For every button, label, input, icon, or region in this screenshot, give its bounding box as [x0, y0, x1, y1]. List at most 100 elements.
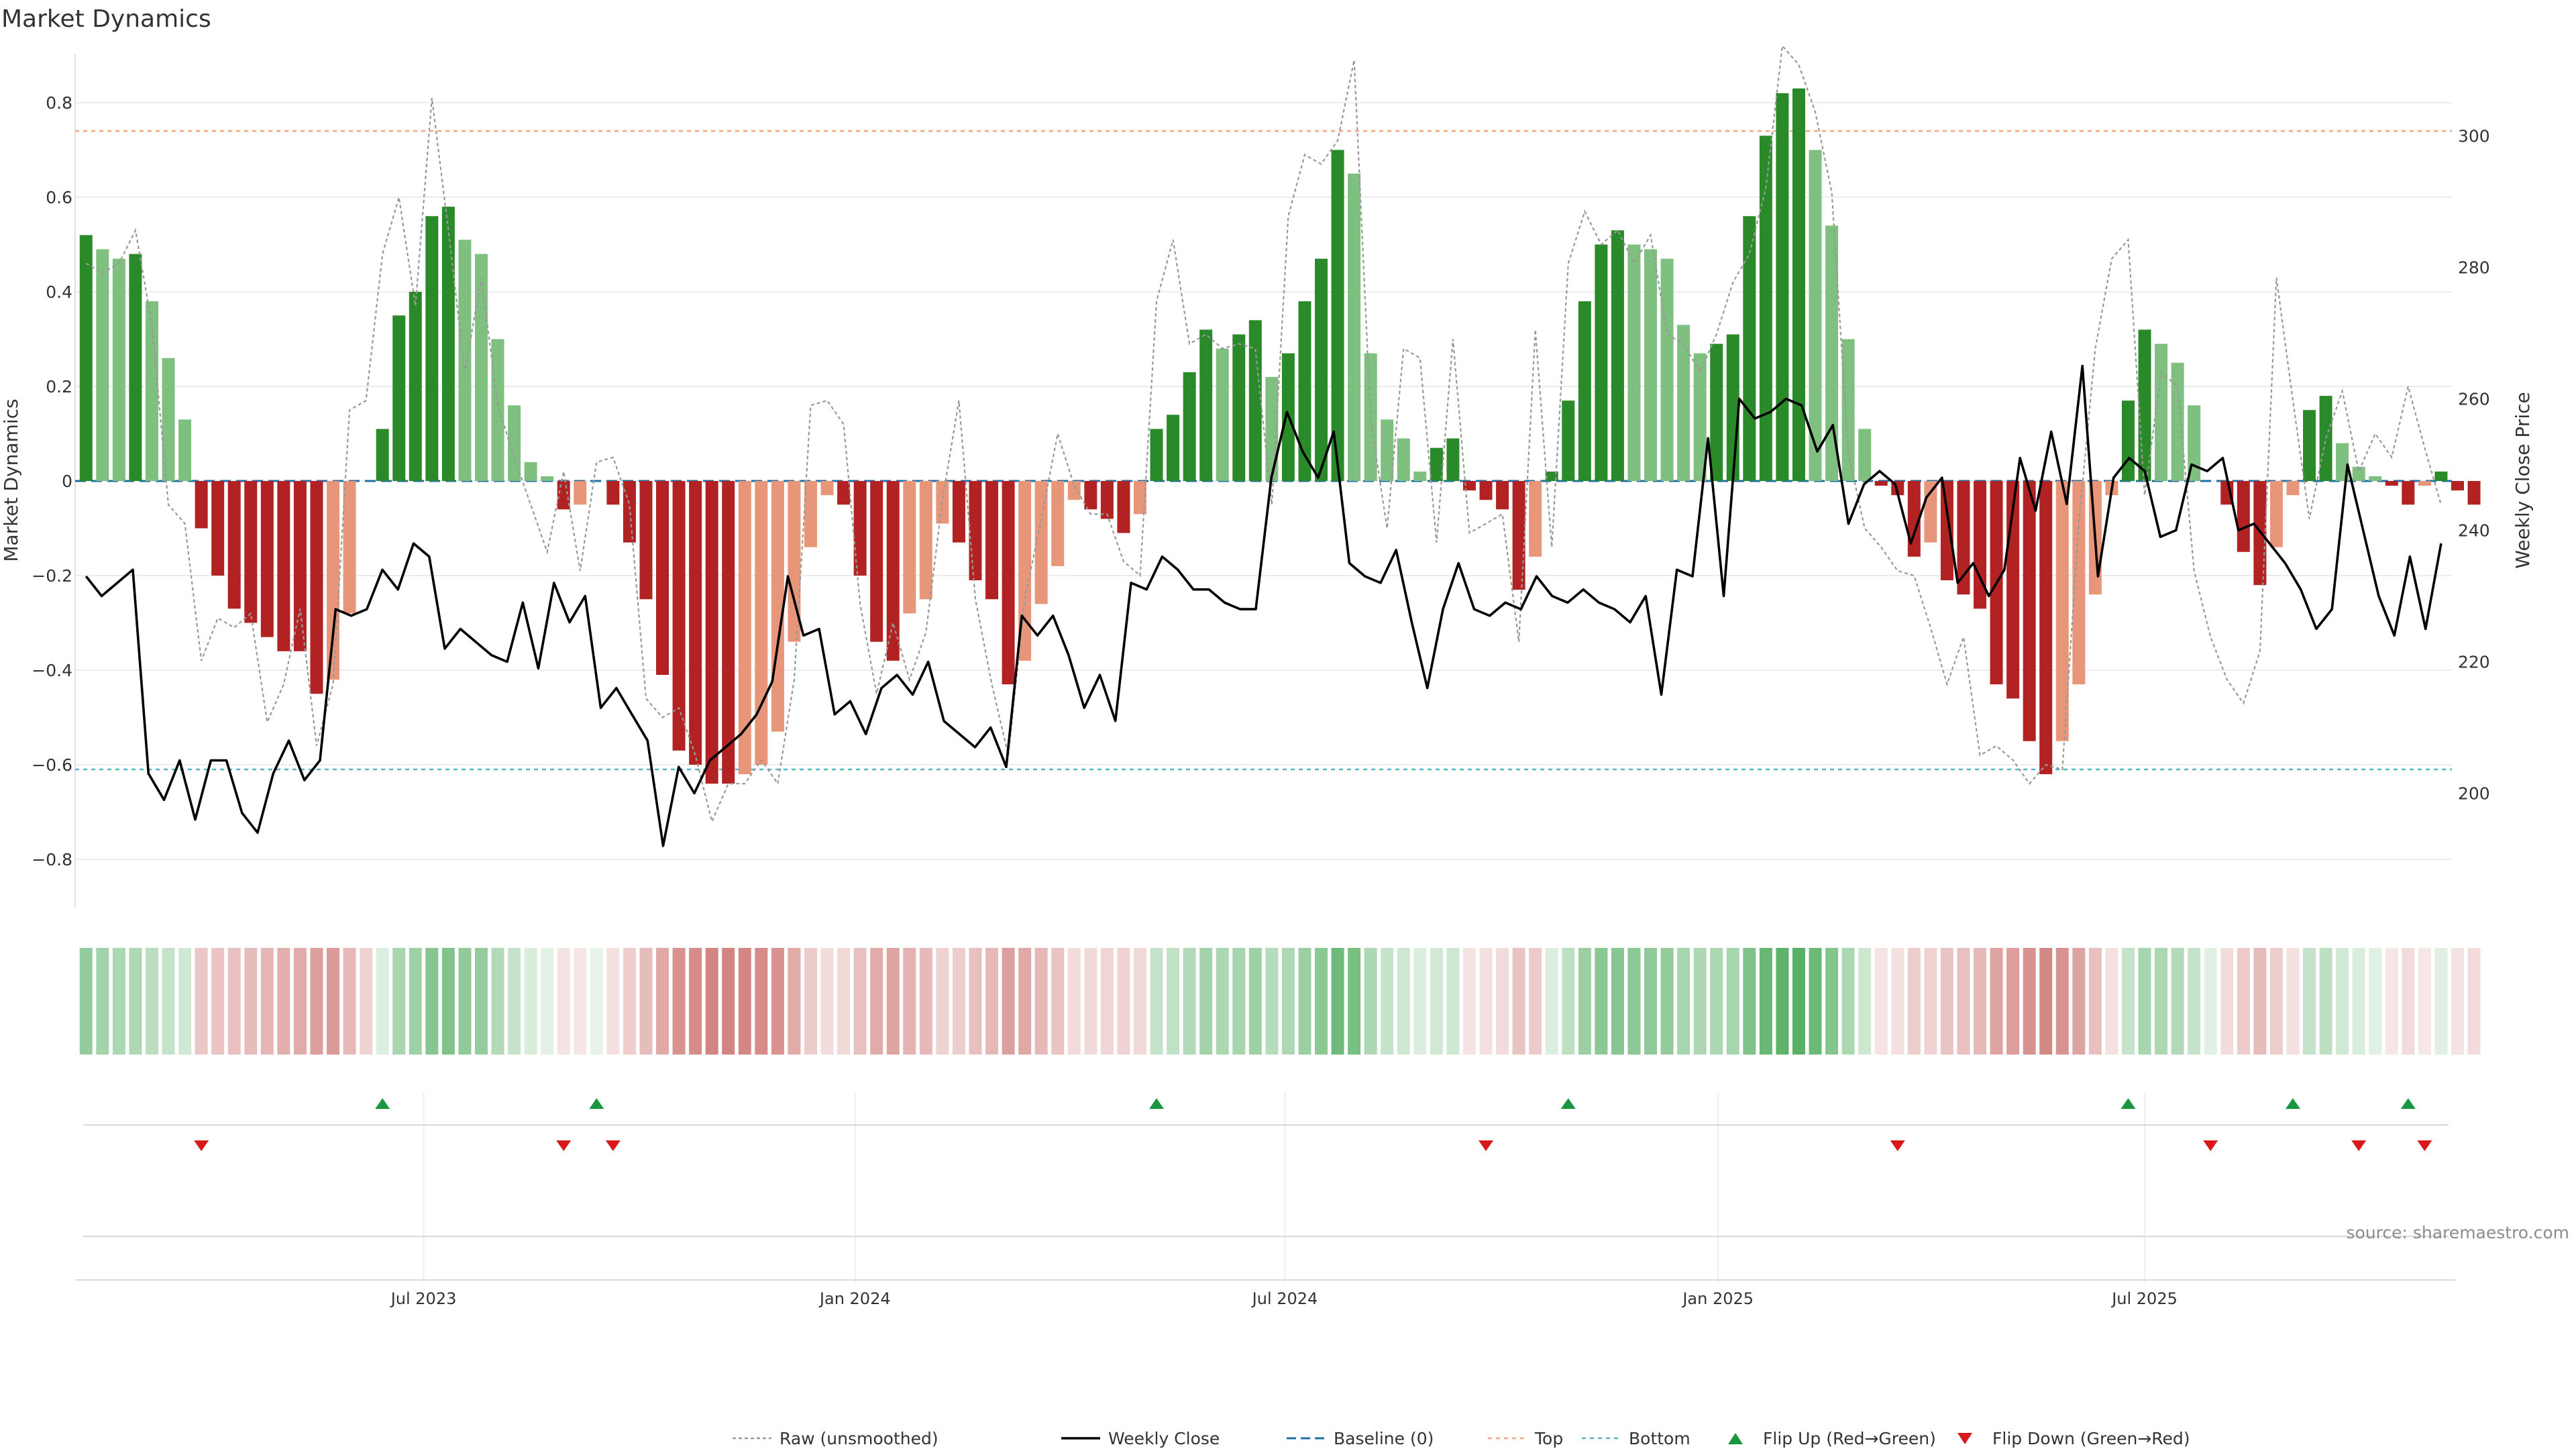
legend-item-close: Weekly Close [1061, 1429, 1220, 1448]
dynamics-bar [656, 481, 669, 676]
heat-cell [491, 948, 504, 1055]
heat-cell [2006, 948, 2020, 1055]
flip-down-marker [2351, 1140, 2367, 1151]
left-tick-label: 0.2 [46, 377, 72, 396]
heat-cell [441, 948, 455, 1055]
dynamics-bar [2352, 466, 2365, 481]
flip-up-marker [375, 1098, 390, 1109]
legend-item-raw: Raw (unsmoothed) [733, 1429, 938, 1448]
heat-cell [1133, 948, 1146, 1055]
dynamics-bar [1100, 481, 1114, 519]
flip-up-marker [589, 1098, 604, 1109]
raw-series [85, 44, 2442, 824]
dynamics-bar [1199, 329, 1213, 481]
heat-cell [623, 948, 636, 1055]
heat-cell [2286, 948, 2300, 1055]
dynamics-bar [1002, 481, 1015, 685]
dynamics-bar [1133, 481, 1146, 515]
dynamics-bar [1315, 258, 1328, 481]
heat-cell [1331, 948, 1344, 1055]
left-y-axis: 0.8 0.6 0.4 0.2 0 −0.2 −0.4 −0.6 −0.8 [32, 93, 72, 869]
dynamics-bar [1348, 173, 1361, 481]
heat-cell [788, 948, 801, 1055]
x-tick-label: Jul 2023 [390, 1289, 457, 1308]
dynamics-bar [1232, 334, 1246, 481]
heat-cell [1578, 948, 1591, 1055]
legend-item-flip-up: Flip Up (Red→Green) [1728, 1429, 1936, 1448]
heat-cell [903, 948, 916, 1055]
heat-cell [2451, 948, 2464, 1055]
dynamics-bar [1957, 481, 1970, 595]
heat-cell [2319, 948, 2332, 1055]
heat-cell [1248, 948, 1262, 1055]
heat-cell [952, 948, 965, 1055]
heat-cell [2155, 948, 2168, 1055]
dynamics-bar [2055, 481, 2069, 741]
dynamics-bar [96, 249, 109, 481]
dynamics-bar [606, 481, 620, 505]
dynamics-bar [409, 292, 422, 481]
heat-cell [639, 948, 653, 1055]
heat-cell [1693, 948, 1707, 1055]
heat-cell [1677, 948, 1690, 1055]
heat-cell [310, 948, 323, 1055]
dynamics-bar [705, 481, 718, 784]
heat-cell [656, 948, 669, 1055]
dynamics-bar [2402, 481, 2415, 505]
dynamics-bar [1117, 481, 1130, 533]
dynamics-bar [886, 481, 900, 661]
weekly-close-series [85, 364, 2443, 847]
dynamics-bar [392, 315, 406, 481]
dynamics-bar [112, 258, 125, 481]
heat-cell [2418, 948, 2431, 1055]
heat-cell [277, 948, 290, 1055]
dynamics-bar [804, 481, 817, 547]
legend-label: Flip Up (Red→Green) [1763, 1429, 1936, 1448]
heat-cell [837, 948, 851, 1055]
dynamics-bar [2369, 476, 2382, 481]
dynamics-bar [277, 481, 290, 651]
heat-cell [145, 948, 158, 1055]
heat-cell [1232, 948, 1246, 1055]
x-tick-label: Jul 2025 [2110, 1289, 2178, 1308]
heat-cell [672, 948, 686, 1055]
heat-cell [327, 948, 340, 1055]
dynamics-bar [1644, 249, 1658, 481]
dynamics-bar [474, 254, 488, 481]
heat-cell [1512, 948, 1525, 1055]
legend-label: Flip Down (Green→Red) [1992, 1429, 2190, 1448]
heat-cell [1265, 948, 1279, 1055]
heat-cell [129, 948, 142, 1055]
heat-cell [1825, 948, 1839, 1055]
heat-cell [771, 948, 784, 1055]
dynamics-bar [376, 429, 389, 481]
heat-cell [392, 948, 406, 1055]
dynamics-bar [969, 481, 982, 581]
dynamics-bar [2336, 443, 2349, 481]
heat-cell [1595, 948, 1608, 1055]
dynamics-bar [2269, 481, 2283, 547]
heat-cell [1611, 948, 1624, 1055]
heat-cell [2072, 948, 2086, 1055]
heat-cell [1743, 948, 1756, 1055]
dynamics-bar [1858, 429, 1872, 481]
heat-cell [211, 948, 225, 1055]
dynamics-bar [1595, 244, 1608, 481]
dynamics-bar [1150, 429, 1163, 481]
heat-cell [1002, 948, 1015, 1055]
dynamics-bar [2385, 481, 2398, 486]
heat-cell [2138, 948, 2151, 1055]
dynamics-bar [1974, 481, 1987, 609]
right-tick-label: 260 [2458, 390, 2490, 409]
dynamics-bar [2434, 471, 2448, 481]
dynamics-bar [1084, 481, 1097, 510]
heat-cell [1183, 948, 1196, 1055]
dynamics-bar [1496, 481, 1509, 510]
dynamics-bar [1611, 230, 1624, 481]
heat-cell [919, 948, 932, 1055]
heat-cell [1216, 948, 1229, 1055]
reference-lines [75, 130, 2452, 771]
heat-cell [557, 948, 570, 1055]
flip-up-marker [1149, 1098, 1165, 1109]
